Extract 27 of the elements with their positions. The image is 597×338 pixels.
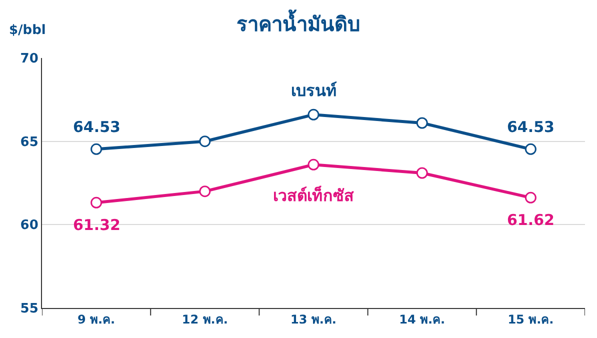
y-axis-title: $/bbl [9,23,46,38]
point [90,196,102,208]
point [416,117,428,129]
y-tick-label: 70 [20,52,38,67]
point [90,143,102,155]
chart-title: ราคาน้ำมันดิบ [236,8,360,36]
series-label: เวสต์เท็กซัส [273,184,354,205]
point [308,158,320,170]
point [416,167,428,179]
point [308,108,320,120]
point [524,192,536,204]
series-label: เบรนท์ [291,81,337,100]
x-tick-label: 15 พ.ค. [508,312,554,326]
point [524,143,536,155]
data-label: 61.62 [507,211,554,229]
y-tick-label: 60 [20,218,38,234]
y-tick-label: 55 [20,302,38,317]
x-tick-label: 14 พ.ค. [399,312,446,326]
data-label: 64.53 [73,118,120,136]
data-label: 61.32 [73,216,120,234]
point [199,186,211,198]
point [199,136,211,148]
x-tick-label: 9 พ.ค. [77,312,116,326]
y-tick-label: 65 [20,134,38,150]
data-label: 64.53 [507,118,554,136]
x-tick-label: 12 พ.ค. [182,312,228,326]
x-tick-label: 13 พ.ค. [290,312,336,326]
